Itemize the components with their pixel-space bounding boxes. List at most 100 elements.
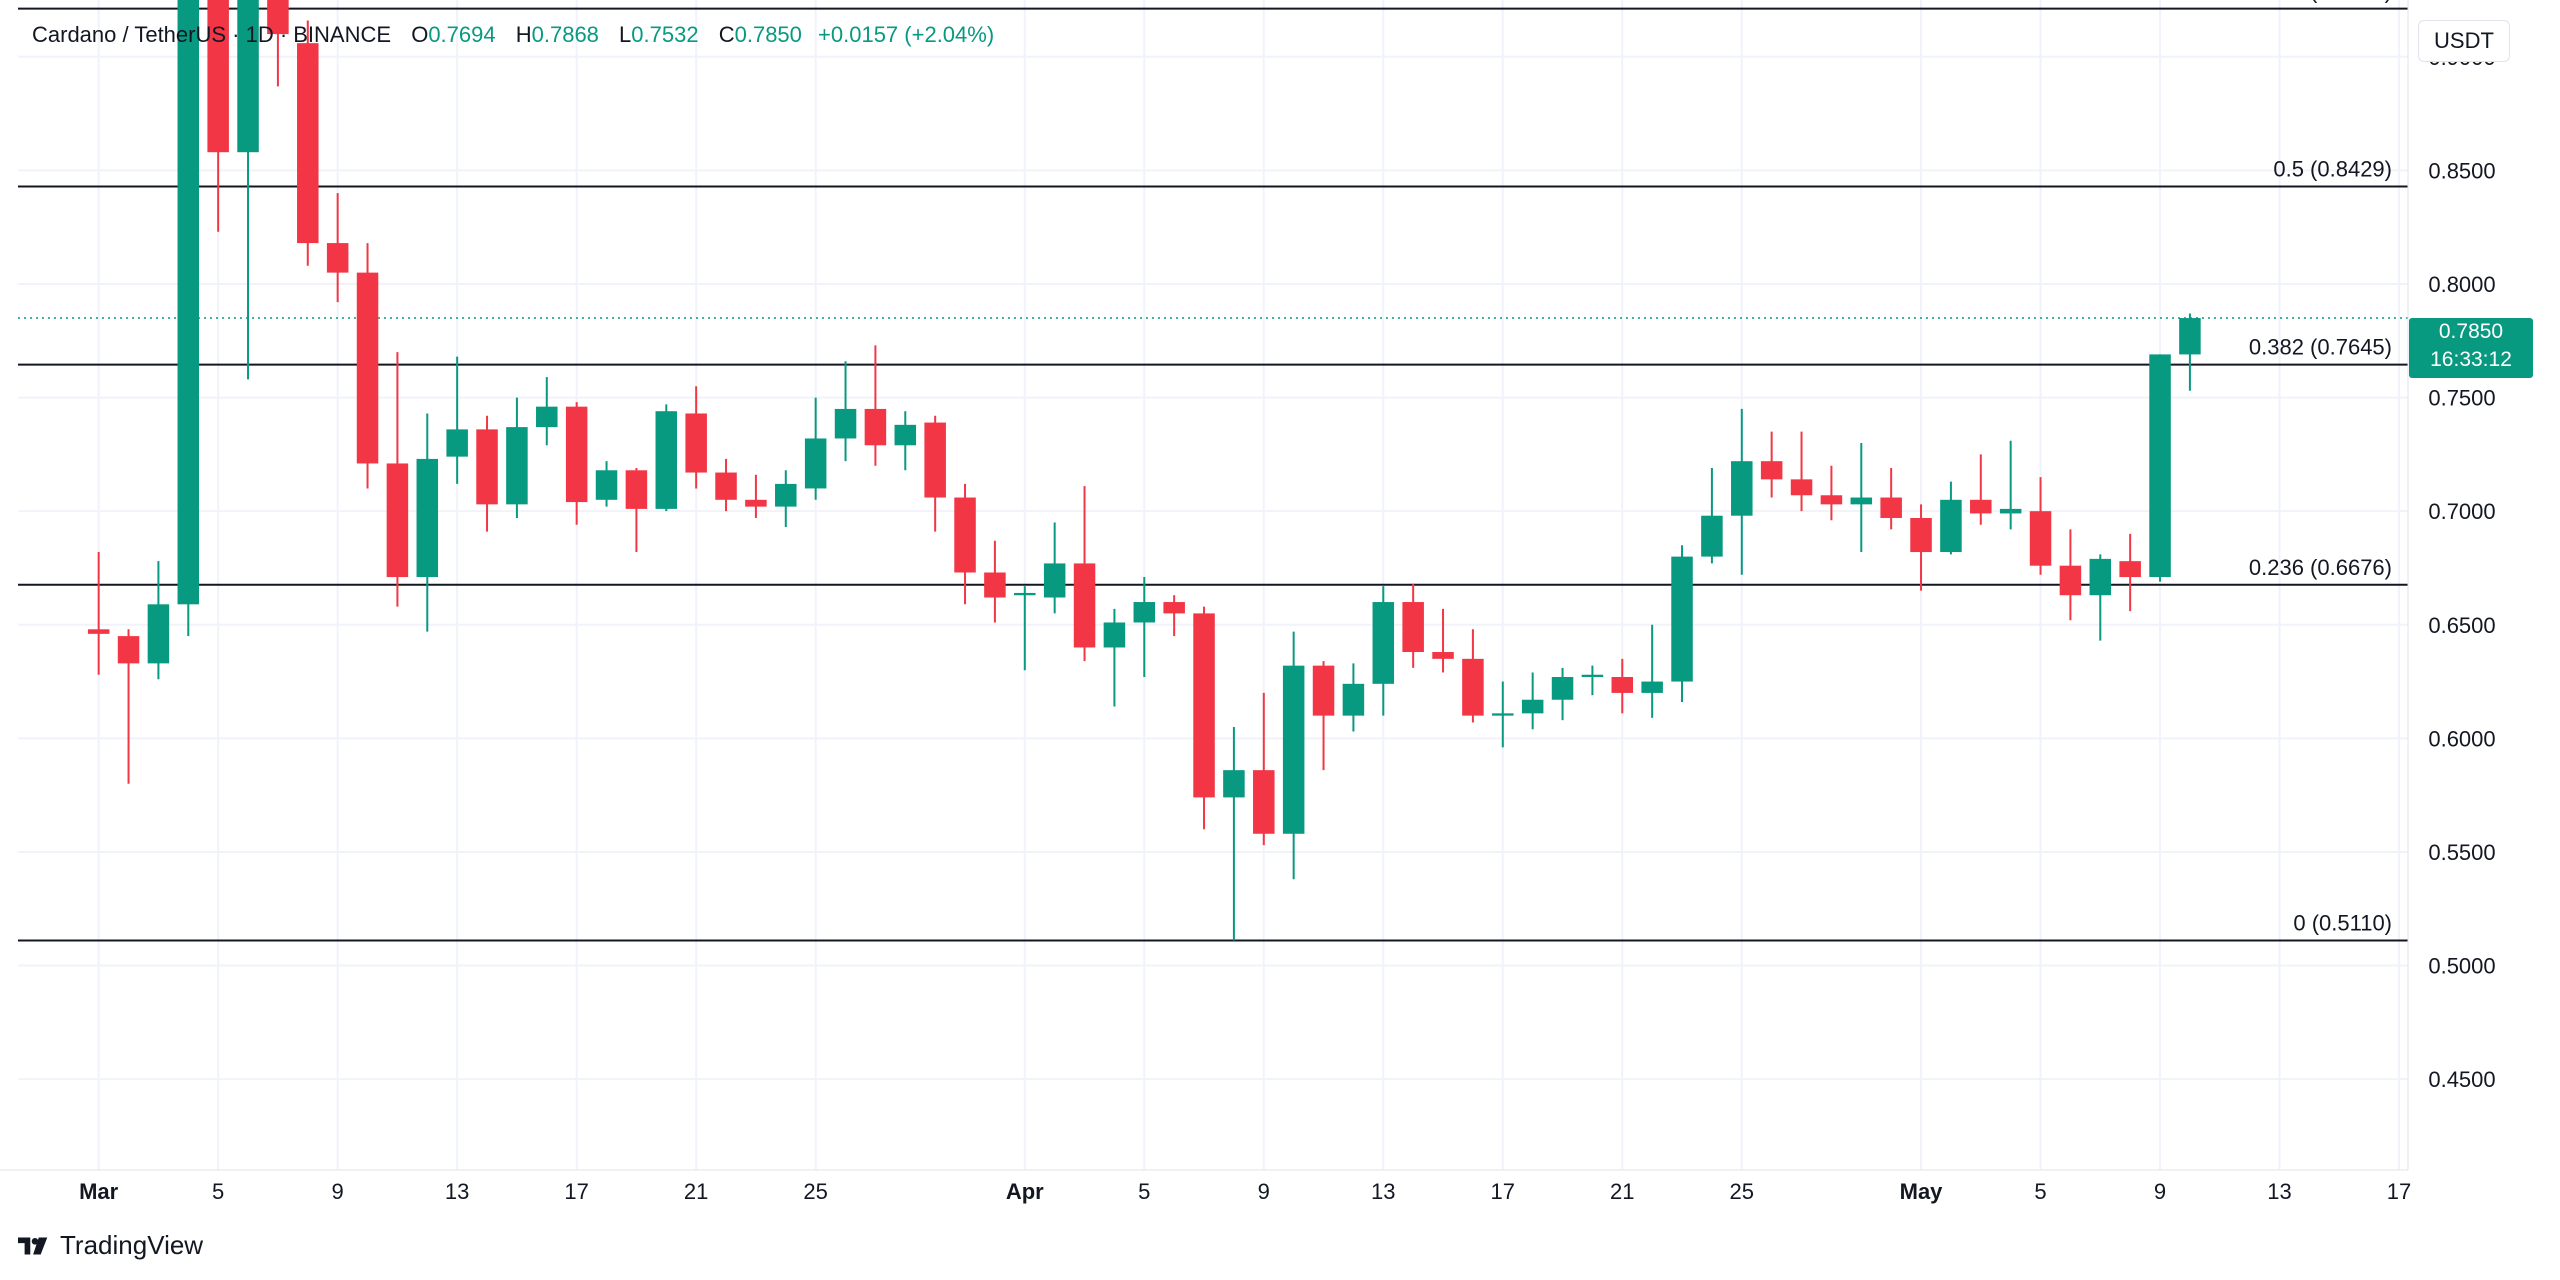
candle-body (356, 272, 379, 464)
candle (954, 483, 976, 605)
candle (1880, 468, 1902, 530)
candle (356, 243, 379, 489)
candle (1432, 608, 1454, 673)
x-tick-label: 13 (445, 1179, 469, 1204)
candle (87, 552, 110, 675)
candle-body (1641, 681, 1663, 693)
candle (1551, 667, 1574, 721)
y-tick-label: 0.6000 (2428, 726, 2495, 751)
candle (1701, 468, 1723, 564)
candle-body (1910, 517, 1932, 553)
candle-body (267, 0, 289, 35)
candle-body (1731, 461, 1753, 516)
candle-body (625, 470, 648, 509)
y-tick-label: 0.8000 (2428, 272, 2495, 297)
candle-body (297, 43, 319, 244)
currency-unit-button[interactable]: USDT (2418, 20, 2510, 62)
open-value: 0.7694 (428, 22, 496, 47)
y-tick-label: 0.7500 (2428, 386, 2495, 411)
candle-body (1820, 495, 1843, 505)
price-axis[interactable]: 0.4500 0.5000 0.5500 0.6000 0.6500 0.7000 0.75… (2407, 0, 2496, 1170)
candle-body (2089, 558, 2112, 596)
candle (1462, 629, 1484, 723)
tradingview-logo[interactable]: TradingView (18, 1230, 203, 1261)
candle (1910, 504, 1932, 591)
fibonacci-retracement[interactable]: 0.618 (0.9212) 0.5 (0.8429) 0.382 (0.7645)… (18, 0, 2408, 942)
candle (506, 397, 528, 518)
x-tick-label: Mar (79, 1179, 119, 1204)
candle-body (237, 0, 259, 153)
candle-body (147, 604, 170, 664)
candle (536, 377, 558, 446)
candle-body (1790, 479, 1813, 496)
x-tick-label: 13 (1371, 1179, 1395, 1204)
candle (2149, 354, 2171, 582)
candle-body (1432, 652, 1454, 659)
candle (117, 629, 140, 784)
candle-body (1940, 499, 1962, 553)
candle-body (1492, 713, 1514, 716)
candle (1641, 624, 1663, 718)
candle (685, 386, 707, 489)
candle-body (565, 406, 588, 503)
bar-countdown: 16:33:12 (2430, 348, 2512, 371)
candle (924, 415, 946, 532)
fib-level-label: 0.5 (0.8429) (2273, 157, 2392, 182)
candle-body (2119, 561, 2141, 578)
candle-body (326, 243, 349, 273)
candle-body (804, 438, 827, 489)
candle (894, 411, 917, 471)
candle (1731, 408, 1753, 575)
candle-body (1999, 508, 2022, 514)
low-label: L (619, 22, 632, 47)
candle (2119, 533, 2141, 612)
candle-body (446, 429, 468, 457)
y-tick-label: 0.5500 (2428, 840, 2495, 865)
candle-body (1970, 499, 1992, 514)
fib-level-label: 0.618 (0.9212) (2249, 0, 2392, 4)
candle-body (834, 408, 857, 439)
close-label: C (718, 22, 735, 47)
x-tick-label: 25 (803, 1179, 827, 1204)
candle-body (476, 429, 498, 505)
symbol-title[interactable]: Cardano / TetherUS · 1D · BINANCE (32, 22, 392, 47)
candle-body (655, 411, 678, 509)
candle (1492, 681, 1514, 748)
x-tick-label: 25 (1730, 1179, 1754, 1204)
candle-body (117, 636, 140, 664)
candle-body (1372, 602, 1395, 684)
candle-body (1043, 563, 1066, 598)
candle-body (1880, 497, 1902, 518)
candle (1014, 586, 1036, 671)
candle (1970, 454, 1992, 525)
close-value: 0.7850 (734, 22, 802, 47)
candle-body (745, 499, 767, 507)
candle-body (1760, 461, 1783, 480)
time-axis[interactable]: Mar 5 9 13 17 21 25 Apr 5 9 13 17 21 25 May 5 9 13 17 (0, 1169, 2411, 1204)
candle-body (1342, 683, 1365, 716)
candle (715, 458, 737, 512)
candle (1402, 583, 1424, 668)
candle (834, 361, 857, 462)
candle (1372, 586, 1395, 716)
candle-body (1133, 602, 1156, 623)
candle (1133, 577, 1156, 678)
candle (1163, 595, 1185, 637)
x-tick-label: 13 (2267, 1179, 2291, 1204)
candle (1760, 431, 1783, 498)
candle (1282, 631, 1305, 880)
candle-body (1253, 770, 1275, 834)
candle (804, 397, 827, 500)
candle (2029, 477, 2052, 575)
candle (1223, 726, 1245, 941)
candle (2059, 529, 2082, 621)
x-tick-label: 21 (684, 1179, 708, 1204)
candle-body (207, 0, 229, 153)
candle (1521, 672, 1544, 730)
candle (1103, 608, 1126, 707)
fib-level-label: 0.236 (0.6676) (2249, 555, 2392, 580)
x-tick-label: 17 (564, 1179, 588, 1204)
candle (595, 461, 618, 507)
candle-body (1581, 674, 1604, 678)
